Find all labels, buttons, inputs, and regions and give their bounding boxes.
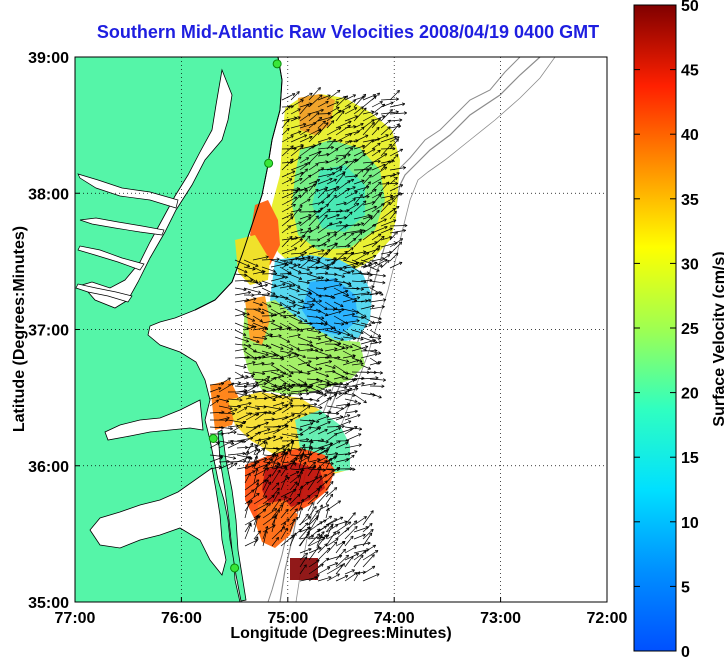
colorbar-tick-label: 30 — [681, 256, 699, 273]
colorbar-ticks: 0 5 10 15 20 25 30 35 40 45 50 — [634, 0, 699, 659]
radar-station-marker — [272, 59, 282, 69]
y-tick-label: 38:00 — [28, 186, 69, 203]
radar-station-marker — [208, 434, 218, 443]
coastline — [194, 57, 283, 311]
colorbar-tick-label: 45 — [681, 63, 699, 80]
colorbar-tick-label: 35 — [681, 192, 699, 209]
x-axis-label: Longitude (Degrees:Minutes) — [230, 625, 452, 642]
x-tick-label: 72:00 — [587, 610, 628, 627]
outer-banks-island — [217, 429, 247, 602]
x-tick-label: 75:00 — [267, 610, 308, 627]
colorbar-tick-label: 5 — [681, 579, 690, 596]
colorbar-tick-label: 10 — [681, 515, 699, 532]
colorbar-tick-label: 15 — [681, 450, 699, 467]
x-tick-label: 77:00 — [55, 610, 96, 627]
radar-station-marker — [230, 563, 240, 573]
latitude-ticks: 35:00 36:00 37:00 38:00 39:00 — [28, 50, 80, 612]
station-markers — [208, 59, 282, 573]
y-tick-label: 36:00 — [28, 459, 69, 476]
colorbar — [633, 4, 677, 652]
y-axis-label: Latitude (Degrees:Minutes) — [11, 225, 28, 433]
velocity-vectors — [209, 87, 408, 582]
albemarle-sound — [104, 399, 204, 441]
longitude-ticks: 77:00 76:00 75:00 74:00 73:00 72:00 — [55, 597, 628, 627]
pamlico-sound — [89, 467, 227, 576]
x-tick-label: 73:00 — [480, 610, 521, 627]
york-james-river — [75, 245, 145, 303]
y-tick-label: 39:00 — [28, 50, 69, 67]
colorbar-label: Surface Velocity (cm/s) — [711, 251, 724, 427]
map-title: Southern Mid-Atlantic Raw Velocities 200… — [96, 22, 600, 42]
x-tick-label: 76:00 — [161, 610, 202, 627]
colorbar-tick-label: 20 — [681, 386, 699, 403]
x-tick-label: 74:00 — [374, 610, 415, 627]
colorbar-tick-label: 40 — [681, 127, 699, 144]
y-tick-label: 37:00 — [28, 323, 69, 340]
grid-lines — [75, 57, 607, 602]
rappahannock-river — [79, 217, 165, 236]
colorbar-tick-label: 50 — [681, 0, 699, 15]
y-tick-label: 35:00 — [28, 595, 69, 612]
colorbar-tick-label: 0 — [681, 644, 690, 659]
radar-station-marker — [264, 158, 274, 168]
chesapeake-bay — [81, 68, 233, 309]
colorbar-tick-label: 25 — [681, 321, 699, 338]
potomac-river — [77, 173, 179, 209]
